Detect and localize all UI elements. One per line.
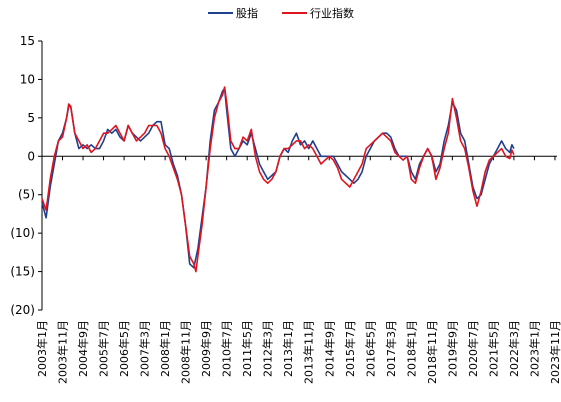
x-tick-label: 2018年11月 bbox=[425, 320, 439, 384]
x-tick-label: 2018年1月 bbox=[404, 320, 418, 377]
x-tick-label: 2022年3月 bbox=[507, 320, 521, 377]
y-tick-label: 10 bbox=[20, 72, 35, 86]
x-tick-label: 2003年11月 bbox=[56, 320, 70, 384]
x-tick-label: 2003年1月 bbox=[35, 320, 49, 377]
x-tick-label: 2012年3月 bbox=[261, 320, 275, 377]
series-layer bbox=[41, 86, 515, 273]
x-tick-label: 2019年9月 bbox=[445, 320, 459, 377]
x-tick-label: 2021年5月 bbox=[486, 320, 500, 377]
x-tick-label: 2013年1月 bbox=[281, 320, 295, 377]
x-tick-label: 2013年11月 bbox=[302, 320, 316, 384]
y-tick-label: 0 bbox=[27, 149, 35, 163]
x-tick-label: 2007年3月 bbox=[138, 320, 152, 377]
x-tick-label: 2023年1月 bbox=[527, 320, 541, 377]
x-tick-label: 2014年9月 bbox=[322, 320, 336, 377]
x-tick-label: 2015年7月 bbox=[343, 320, 357, 377]
x-tick-label: 2009年9月 bbox=[199, 320, 213, 377]
y-tick-label: (15) bbox=[10, 265, 35, 279]
y-tick-label: 15 bbox=[20, 34, 35, 48]
legend-item-股指: 股指 bbox=[208, 6, 258, 20]
y-tick-label: (5) bbox=[18, 188, 35, 202]
x-axis: 2003年1月 2003年11月 2004年9月 2005年7月 2006年5月 2007… bbox=[35, 155, 561, 384]
x-tick-label: 2020年7月 bbox=[466, 320, 480, 377]
legend-item-行业指数: 行业指数 bbox=[282, 6, 354, 20]
x-tick-label: 2023年11月 bbox=[548, 320, 561, 384]
x-tick-label: 2011年5月 bbox=[240, 320, 254, 377]
y-tick-label: 5 bbox=[27, 111, 35, 125]
x-tick-label: 2008年1月 bbox=[158, 320, 172, 377]
x-tick-label: 2016年5月 bbox=[363, 320, 377, 377]
series-line-行业指数 bbox=[41, 86, 515, 273]
x-tick-label: 2017年3月 bbox=[384, 320, 398, 377]
x-tick-label: 2005年7月 bbox=[97, 320, 111, 377]
legend: 股指 行业指数 bbox=[208, 6, 354, 20]
y-tick-label: (20) bbox=[10, 303, 35, 317]
x-tick-label: 2004年9月 bbox=[76, 320, 90, 377]
x-tick-label: 2008年11月 bbox=[179, 320, 193, 384]
series-line-股指 bbox=[41, 87, 515, 269]
x-tick-label: 2010年7月 bbox=[220, 320, 234, 377]
y-axis: 15 10 5 0 (5) (10) (15) (20) bbox=[10, 34, 43, 317]
legend-label-行业指数: 行业指数 bbox=[310, 6, 354, 20]
y-tick-label: (10) bbox=[10, 226, 35, 240]
x-tick-label: 2006年5月 bbox=[117, 320, 131, 377]
legend-label-股指: 股指 bbox=[236, 6, 258, 20]
